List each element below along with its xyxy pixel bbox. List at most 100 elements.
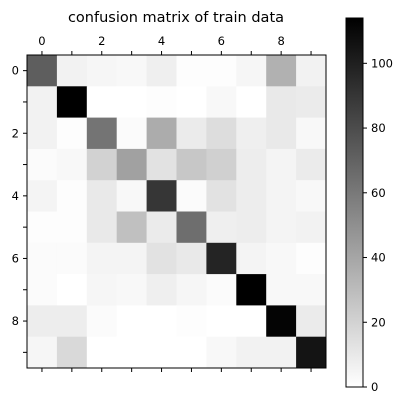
heatmap-cell-1-9 xyxy=(296,86,327,118)
heatmap-cells xyxy=(27,55,327,369)
heatmap-cell-4-8 xyxy=(266,180,297,212)
heatmap-cell-9-3 xyxy=(116,336,147,369)
heatmap-cell-8-2 xyxy=(86,305,118,338)
heatmap-cell-9-6 xyxy=(206,336,237,369)
y-tick-label-2: 2 xyxy=(12,126,19,140)
heatmap-cell-1-7 xyxy=(236,86,267,118)
heatmap-cell-6-7 xyxy=(236,242,267,275)
heatmap-cell-9-5 xyxy=(176,336,207,369)
heatmap-cell-1-8 xyxy=(266,86,297,118)
colorbar-tick-label-80: 80 xyxy=(371,121,386,135)
heatmap-cell-9-2 xyxy=(86,336,118,369)
heatmap-cell-9-9 xyxy=(296,336,327,369)
heatmap-cell-0-2 xyxy=(86,55,118,87)
heatmap-cell-2-8 xyxy=(266,117,297,150)
heatmap-cell-9-4 xyxy=(146,336,177,369)
colorbar-ticks: 0 20 40 60 80 100 xyxy=(363,56,393,394)
heatmap-cell-8-6 xyxy=(206,305,237,338)
heatmap-frame xyxy=(26,54,327,369)
heatmap-cell-7-6 xyxy=(206,274,237,306)
colorbar xyxy=(345,17,364,388)
heatmap-cell-9-1 xyxy=(56,336,88,369)
heatmap-cell-7-0 xyxy=(27,274,58,306)
heatmap-cell-0-8 xyxy=(266,55,297,87)
colorbar-tick-label-0: 0 xyxy=(371,380,378,394)
colorbar-tick-label-100: 100 xyxy=(371,56,393,70)
heatmap-cell-5-6 xyxy=(206,211,237,244)
heatmap-cell-0-9 xyxy=(296,55,327,87)
heatmap-cell-6-5 xyxy=(176,242,207,275)
heatmap-cell-3-7 xyxy=(236,148,267,181)
heatmap-cell-2-5 xyxy=(176,117,207,150)
y-tick-label-4: 4 xyxy=(12,189,19,203)
heatmap-cell-0-1 xyxy=(56,55,88,87)
heatmap-cell-7-5 xyxy=(176,274,207,306)
heatmap-cell-7-9 xyxy=(296,274,327,306)
heatmap-cell-2-9 xyxy=(296,117,327,150)
heatmap-cell-5-5 xyxy=(176,211,207,244)
heatmap-cell-3-8 xyxy=(266,148,297,181)
heatmap-cell-4-4 xyxy=(146,180,177,212)
heatmap-cell-7-8 xyxy=(266,274,297,306)
heatmap-cell-3-9 xyxy=(296,148,327,181)
heatmap-cell-3-4 xyxy=(146,148,177,181)
heatmap-cell-8-0 xyxy=(27,305,58,338)
heatmap-cell-6-6 xyxy=(206,242,237,275)
heatmap-cell-4-6 xyxy=(206,180,237,212)
x-tick-label-4: 4 xyxy=(158,34,165,48)
heatmap-cell-0-0 xyxy=(27,55,58,87)
heatmap-cell-8-1 xyxy=(56,305,88,338)
heatmap-cell-2-2 xyxy=(86,117,118,150)
heatmap-cell-5-2 xyxy=(86,211,118,244)
heatmap-cell-2-0 xyxy=(27,117,58,150)
heatmap-cell-4-9 xyxy=(296,180,327,212)
heatmap-cell-9-8 xyxy=(266,336,297,369)
heatmap-cell-4-1 xyxy=(56,180,88,212)
heatmap-cell-3-3 xyxy=(116,148,147,181)
heatmap-cell-2-1 xyxy=(56,117,88,150)
heatmap-cell-1-4 xyxy=(146,86,177,118)
colorbar-tick-label-20: 20 xyxy=(371,315,386,329)
heatmap-cell-5-0 xyxy=(27,211,58,244)
heatmap-cell-8-3 xyxy=(116,305,147,338)
heatmap-cell-3-5 xyxy=(176,148,207,181)
heatmap-cell-3-0 xyxy=(27,148,58,181)
y-tick-label-8: 8 xyxy=(12,314,19,328)
chart-title: confusion matrix of train data xyxy=(68,10,284,26)
heatmap-cell-1-6 xyxy=(206,86,237,118)
heatmap-cell-8-5 xyxy=(176,305,207,338)
heatmap-cell-1-1 xyxy=(56,86,88,118)
heatmap-cell-5-3 xyxy=(116,211,147,244)
x-tick-label-0: 0 xyxy=(38,34,45,48)
heatmap-cell-7-3 xyxy=(116,274,147,306)
y-axis-ticks: 0 2 4 6 8 xyxy=(12,64,27,353)
heatmap-cell-6-3 xyxy=(116,242,147,275)
heatmap-cell-3-1 xyxy=(56,148,88,181)
heatmap-cell-8-7 xyxy=(236,305,267,338)
colorbar-tick-label-60: 60 xyxy=(371,186,386,200)
y-tick-label-6: 6 xyxy=(12,251,19,265)
heatmap-cell-6-4 xyxy=(146,242,177,275)
heatmap-cell-1-5 xyxy=(176,86,207,118)
heatmap-cell-2-6 xyxy=(206,117,237,150)
x-tick-label-2: 2 xyxy=(98,34,105,48)
heatmap-cell-1-3 xyxy=(116,86,147,118)
colorbar-tick-label-40: 40 xyxy=(371,251,386,265)
heatmap-cell-0-5 xyxy=(176,55,207,87)
heatmap-cell-2-7 xyxy=(236,117,267,150)
heatmap-cell-9-0 xyxy=(27,336,58,369)
heatmap-cell-1-0 xyxy=(27,86,58,118)
heatmap-cell-9-7 xyxy=(236,336,267,369)
y-tick-label-0: 0 xyxy=(12,64,19,78)
heatmap-cell-6-1 xyxy=(56,242,88,275)
heatmap-cell-5-7 xyxy=(236,211,267,244)
heatmap-cell-6-2 xyxy=(86,242,118,275)
heatmap-cell-5-8 xyxy=(266,211,297,244)
heatmap-cell-0-6 xyxy=(206,55,237,87)
x-axis-ticks: 0 2 4 6 8 xyxy=(38,34,312,372)
heatmap-cell-5-4 xyxy=(146,211,177,244)
heatmap-cell-4-0 xyxy=(27,180,58,212)
heatmap-cell-8-8 xyxy=(266,305,297,338)
heatmap-cell-3-6 xyxy=(206,148,237,181)
